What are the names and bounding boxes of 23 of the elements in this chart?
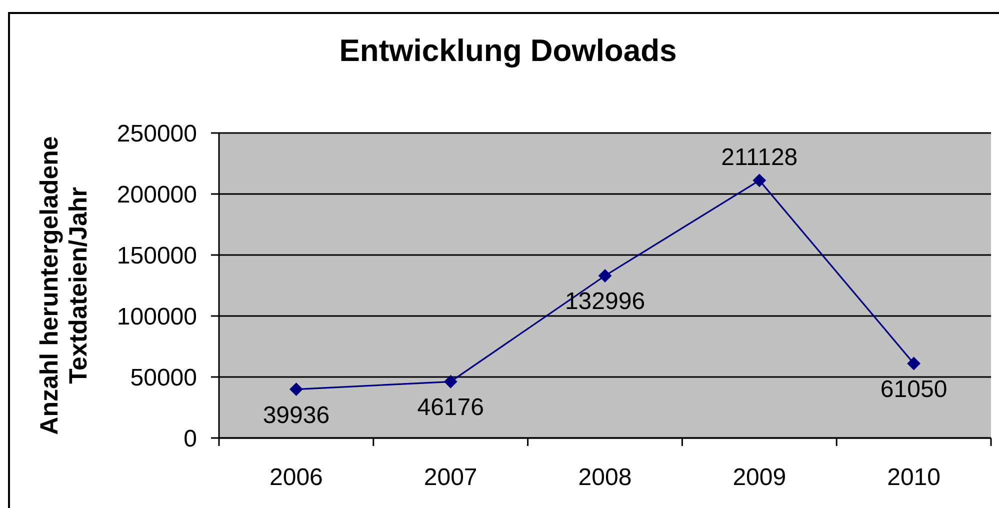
y-tick-label: 0	[184, 426, 197, 453]
point	[444, 375, 458, 388]
data-label: 46176	[417, 394, 484, 422]
x-tick-label: 2006	[270, 464, 323, 491]
point	[598, 269, 612, 282]
data-label: 61050	[880, 376, 948, 404]
data-label: 39936	[262, 402, 330, 429]
y-tick-label: 50000	[130, 364, 197, 392]
point	[290, 382, 303, 396]
data-label: 132996	[564, 288, 646, 316]
chart-title: Entwicklung Dowloads	[338, 33, 678, 69]
y-axis-title: Anzahl heruntergeladene Textdateien/Jahr	[36, 136, 92, 435]
y-tick-label: 200000	[116, 182, 197, 209]
y-tick-label: 100000	[116, 304, 197, 331]
x-tick-label: 2008	[578, 464, 632, 491]
x-tick-label: 2010	[887, 464, 940, 491]
x-tick-label: 2009	[732, 464, 786, 491]
point	[907, 357, 920, 370]
point	[752, 174, 766, 187]
y-tick-label: 150000	[116, 242, 197, 270]
data-label: 211128	[721, 144, 798, 171]
x-tick-label: 2007	[424, 464, 478, 491]
y-tick-label: 250000	[116, 120, 197, 148]
